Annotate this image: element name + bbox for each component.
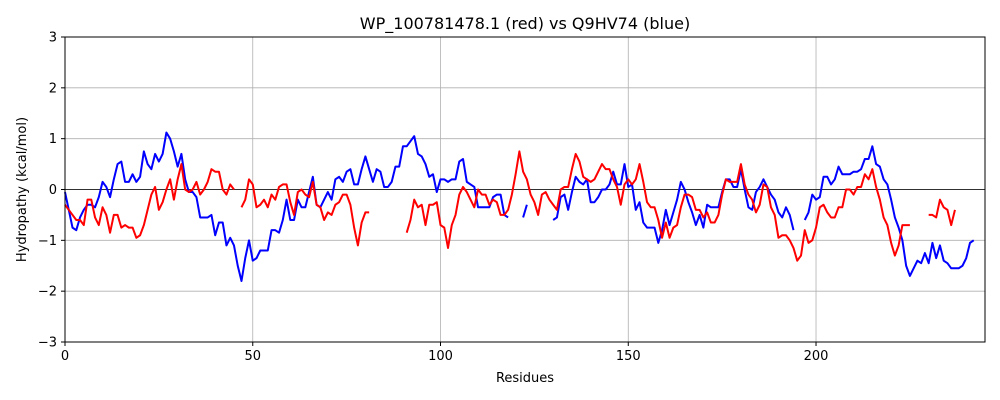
series-line-1 — [928, 198, 956, 227]
x-tick-label: 50 — [244, 349, 261, 364]
series-lines — [64, 131, 975, 282]
y-tick-label: −1 — [38, 234, 57, 249]
y-tick-label: 1 — [49, 132, 57, 147]
axis-ticks: 0 50 100 150 200 −3 −2 −1 0 1 2 3 — [38, 31, 829, 365]
y-axis-label: Hydropathy (kcal/mol) — [15, 117, 30, 262]
y-tick-label: −3 — [38, 336, 57, 351]
y-tick-label: −2 — [38, 285, 57, 300]
x-axis-label: Residues — [496, 371, 554, 386]
x-tick-label: 150 — [616, 349, 641, 364]
series-line-0 — [522, 204, 528, 218]
series-line-1 — [64, 163, 235, 239]
series-line-0 — [803, 145, 975, 277]
series-line-1 — [240, 178, 370, 247]
x-tick-label: 0 — [61, 349, 69, 364]
grid-lines — [65, 37, 985, 342]
series-line-1 — [405, 150, 910, 262]
series-line-0 — [64, 131, 509, 282]
chart-title: WP_100781478.1 (red) vs Q9HV74 (blue) — [360, 14, 690, 34]
x-tick-label: 200 — [804, 349, 829, 364]
x-tick-label: 100 — [428, 349, 453, 364]
y-tick-label: 3 — [49, 31, 57, 46]
y-tick-label: 0 — [49, 183, 57, 198]
y-tick-label: 2 — [49, 81, 57, 96]
